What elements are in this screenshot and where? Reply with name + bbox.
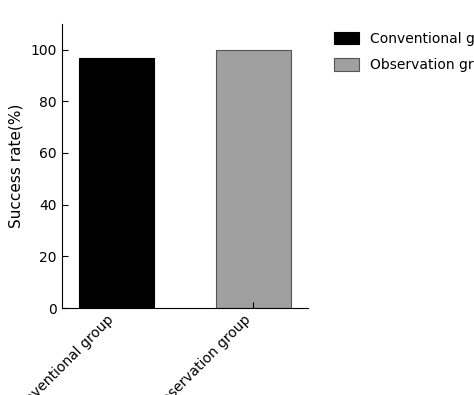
Y-axis label: Success rate(%): Success rate(%) — [9, 104, 23, 228]
Legend: Conventional group, Observation group: Conventional group, Observation group — [328, 25, 474, 79]
Bar — [79, 58, 154, 308]
Bar — [216, 49, 291, 308]
